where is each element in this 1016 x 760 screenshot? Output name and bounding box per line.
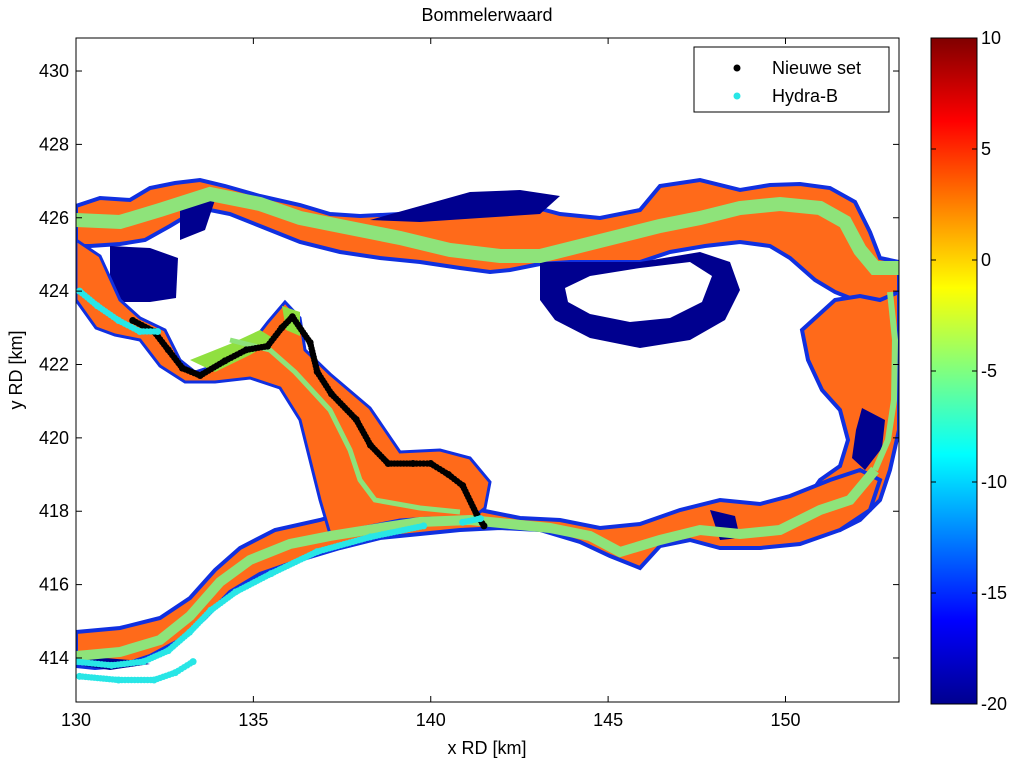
- y-tick-label: 414: [39, 648, 69, 668]
- x-axis-label: x RD [km]: [448, 738, 527, 758]
- colorbar-tick-label: 10: [981, 28, 1001, 48]
- x-tick-label: 140: [416, 710, 446, 730]
- y-axis: 414 416 418 420 422 424 426 428 430: [39, 61, 899, 668]
- x-tick-label: 145: [593, 710, 623, 730]
- river-channel-south: [76, 466, 879, 661]
- y-tick-label: 422: [39, 354, 69, 374]
- legend-marker-nieuwe-set: [733, 64, 741, 72]
- colorbar-tick-label: -20: [981, 694, 1007, 714]
- y-axis-label: y RD [km]: [6, 331, 26, 410]
- y-tick-label: 426: [39, 208, 69, 228]
- series-layer: [76, 287, 488, 684]
- x-tick-label: 135: [238, 710, 268, 730]
- colorbar-tick-label: -15: [981, 583, 1007, 603]
- data-point: [480, 522, 488, 530]
- y-tick-label: 418: [39, 501, 69, 521]
- oxbow-inner: [565, 262, 712, 322]
- y-tick-label: 420: [39, 428, 69, 448]
- river-channel-north: [76, 186, 899, 275]
- data-point: [189, 658, 197, 666]
- map-layer: [76, 177, 899, 671]
- chart-title: Bommelerwaard: [421, 5, 552, 25]
- plot-frame: [75, 37, 900, 703]
- deep-area-west-bank: [180, 200, 215, 240]
- legend-label-nieuwe-set: Nieuwe set: [772, 58, 861, 78]
- y-tick-label: 428: [39, 134, 69, 154]
- y-tick-label: 424: [39, 281, 69, 301]
- series-hydra-b: [76, 287, 162, 335]
- data-point: [476, 515, 484, 523]
- series-hydra-b: [459, 515, 484, 526]
- series-hydra-b: [76, 522, 428, 669]
- deep-area-north-mid: [370, 190, 560, 222]
- deep-area-east-1: [852, 408, 885, 470]
- x-tick-label: 150: [770, 710, 800, 730]
- legend: Nieuwe set Hydra-B: [693, 46, 890, 113]
- channel-inner: [229, 337, 461, 515]
- x-tick-label: 130: [61, 710, 91, 730]
- colorbar: 10 5 0 -5 -10 -15 -20: [930, 28, 1007, 714]
- y-tick-label: 430: [39, 61, 69, 81]
- x-axis: 130 135 140 145 150: [61, 38, 801, 730]
- deep-area-north-west: [110, 246, 178, 302]
- colorbar-tick-label: -10: [981, 472, 1007, 492]
- data-point: [154, 327, 162, 335]
- legend-box: [693, 46, 890, 113]
- colorbar-tick-label: 0: [981, 250, 991, 270]
- data-point: [420, 522, 428, 530]
- dike-green-1: [190, 330, 276, 372]
- legend-label-hydra-b: Hydra-B: [772, 86, 838, 106]
- y-tick-label: 416: [39, 575, 69, 595]
- colorbar-tick-label: 5: [981, 139, 991, 159]
- series-hydra-b: [76, 658, 197, 684]
- colorbar-ticks: 10 5 0 -5 -10 -15 -20: [931, 28, 1007, 714]
- legend-marker-hydra-b: [733, 92, 741, 100]
- colorbar-gradient: [930, 37, 978, 705]
- series-nieuwe-set: [129, 313, 488, 530]
- river-channel-east: [872, 291, 899, 472]
- colorbar-tick-label: -5: [981, 361, 997, 381]
